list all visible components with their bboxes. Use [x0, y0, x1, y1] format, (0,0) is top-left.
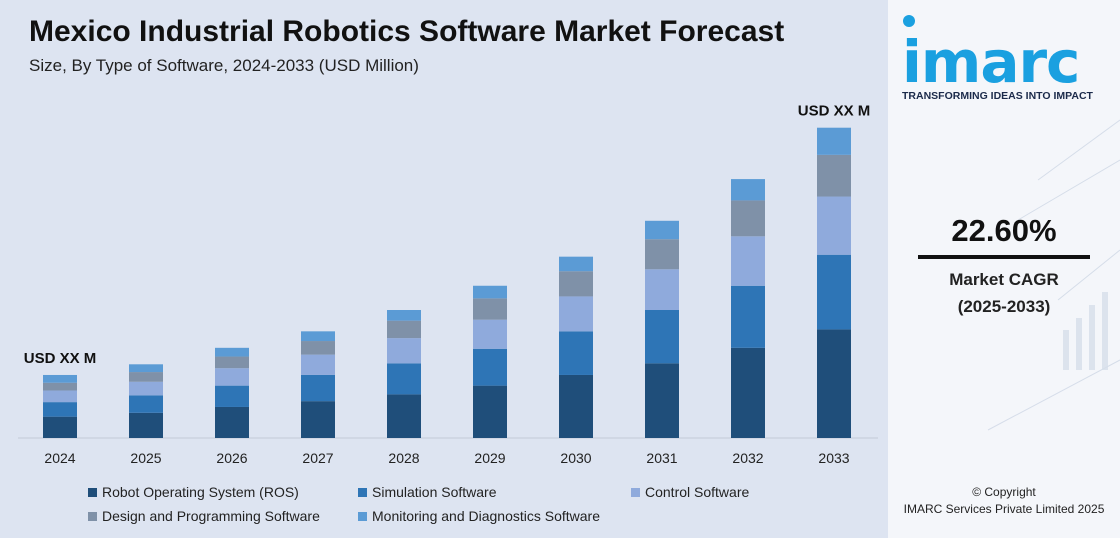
cagr-label: Market CAGR	[949, 270, 1059, 289]
x-tick-label-2029: 2029	[474, 450, 505, 466]
data-label-2033: USD XX M	[798, 103, 871, 120]
bar-segment-2031-series-3	[645, 239, 679, 270]
logo-tagline: TRANSFORMING IDEAS INTO IMPACT	[902, 90, 1093, 102]
bar-segment-2027-series-0	[301, 401, 335, 438]
copyright-text: © Copyright	[972, 485, 1036, 499]
legend-label: Simulation Software	[372, 484, 497, 500]
bar-segment-2025-series-3	[129, 372, 163, 382]
bar-segment-2027-series-4	[301, 331, 335, 342]
bar-segment-2032-series-1	[731, 285, 765, 348]
legend-swatch	[631, 487, 640, 497]
chart-title: Mexico Industrial Robotics Software Mark…	[29, 15, 785, 48]
bar-segment-2024-series-4	[43, 374, 77, 383]
x-tick-label-2028: 2028	[388, 450, 419, 466]
bar-segment-2029-series-0	[473, 385, 507, 438]
bar-segment-2027-series-3	[301, 341, 335, 355]
bar-segment-2026-series-1	[215, 385, 249, 407]
bar-segment-2033-series-3	[817, 154, 851, 197]
bar-segment-2028-series-2	[387, 338, 421, 364]
bar-segment-2030-series-4	[559, 256, 593, 272]
x-tick-label-2030: 2030	[560, 450, 591, 466]
legend-swatch	[88, 487, 97, 497]
side-panel: imarc TRANSFORMING IDEAS INTO IMPACT 22.…	[888, 0, 1120, 538]
bar-segment-2024-series-1	[43, 402, 77, 417]
bar-segment-2029-series-3	[473, 298, 507, 320]
bar-segment-2026-series-4	[215, 347, 249, 357]
cagr-divider	[918, 255, 1090, 259]
legend-label: Robot Operating System (ROS)	[102, 484, 299, 500]
bar-segment-2027-series-2	[301, 354, 335, 375]
bar-segment-2031-series-2	[645, 269, 679, 310]
bar-segment-2031-series-4	[645, 220, 679, 240]
bar-segment-2024-series-3	[43, 382, 77, 391]
bar-segment-2024-series-0	[43, 416, 77, 438]
data-label-2024: USD XX M	[24, 350, 97, 367]
bar-segment-2033-series-1	[817, 254, 851, 330]
imarc-logo: imarc	[902, 28, 1080, 96]
bar-segment-2024-series-2	[43, 390, 77, 403]
bar-segment-2032-series-0	[731, 347, 765, 438]
bar-segment-2033-series-0	[817, 329, 851, 438]
bar-segment-2025-series-0	[129, 412, 163, 438]
legend-item-2: Control Software	[631, 484, 749, 500]
legend-label: Design and Programming Software	[102, 508, 320, 524]
bar-segment-2025-series-1	[129, 395, 163, 413]
background-decoration	[987, 119, 1120, 431]
bar-segment-2031-series-1	[645, 310, 679, 364]
legend-item-1: Simulation Software	[358, 484, 497, 500]
bar-segment-2033-series-4	[817, 127, 851, 155]
company-name: IMARC Services Private Limited 2025	[903, 502, 1105, 516]
x-tick-label-2025: 2025	[130, 450, 161, 466]
legend-label: Control Software	[645, 484, 750, 500]
bar-segment-2028-series-0	[387, 394, 421, 438]
cagr-period: (2025-2033)	[957, 297, 1051, 316]
logo-dot	[903, 15, 915, 27]
x-tick-label-2027: 2027	[302, 450, 333, 466]
bar-segment-2033-series-2	[817, 196, 851, 255]
legend-item-0: Robot Operating System (ROS)	[88, 484, 299, 500]
bar-segment-2031-series-0	[645, 363, 679, 438]
chart-plot: 2024 2025 2026 2027 2028 2029 2030 2031 2032 2033…	[18, 103, 878, 466]
bar-segment-2029-series-1	[473, 348, 507, 386]
x-tick-label-2032: 2032	[732, 450, 763, 466]
bar-segment-2028-series-4	[387, 310, 421, 321]
x-tick-label-2024: 2024	[44, 450, 75, 466]
bar-segment-2032-series-4	[731, 179, 765, 201]
bar-segment-2030-series-3	[559, 271, 593, 297]
legend-item-3: Design and Programming Software	[88, 508, 320, 524]
legend-swatch	[88, 511, 97, 521]
x-tick-label-2031: 2031	[646, 450, 677, 466]
bar-segment-2030-series-0	[559, 374, 593, 438]
bar-segment-2025-series-2	[129, 381, 163, 396]
bar-segment-2025-series-4	[129, 364, 163, 373]
bar-segment-2029-series-4	[473, 285, 507, 299]
bar-segment-2032-series-3	[731, 200, 765, 237]
bar-segment-2026-series-3	[215, 356, 249, 369]
bar-segment-2026-series-2	[215, 368, 249, 386]
bar-segment-2027-series-1	[301, 374, 335, 402]
chart-panel: Mexico Industrial Robotics Software Mark…	[0, 0, 888, 538]
legend-swatch	[358, 487, 367, 497]
legend-label: Monitoring and Diagnostics Software	[372, 508, 601, 524]
bar-segment-2026-series-0	[215, 406, 249, 438]
bar-segment-2032-series-2	[731, 236, 765, 286]
bar-segment-2030-series-1	[559, 331, 593, 375]
legend-swatch	[358, 511, 367, 521]
cagr-value: 22.60%	[951, 213, 1057, 248]
chart-subtitle: Size, By Type of Software, 2024-2033 (US…	[29, 56, 419, 75]
bar-segment-2029-series-2	[473, 319, 507, 349]
legend-item-4: Monitoring and Diagnostics Software	[358, 508, 600, 524]
bar-segment-2028-series-1	[387, 363, 421, 395]
bar-segment-2030-series-2	[559, 296, 593, 332]
x-tick-label-2033: 2033	[818, 450, 849, 466]
bar-segment-2028-series-3	[387, 320, 421, 339]
x-tick-label-2026: 2026	[216, 450, 247, 466]
